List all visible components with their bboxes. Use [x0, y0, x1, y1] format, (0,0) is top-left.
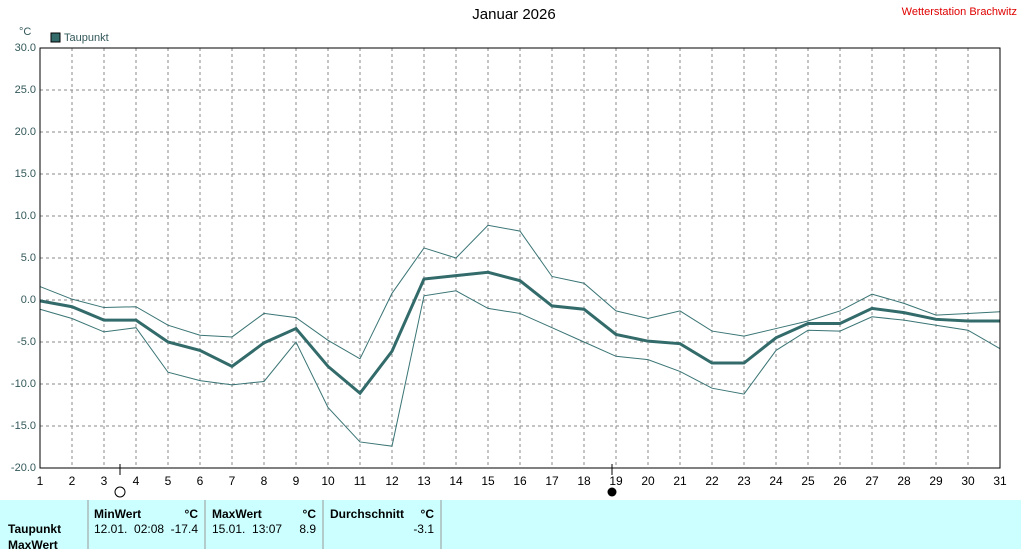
- x-tick-label: 4: [133, 474, 140, 488]
- x-tick-label: 9: [293, 474, 300, 488]
- x-tick-label: 26: [833, 474, 847, 488]
- legend-label: Taupunkt: [64, 32, 109, 44]
- x-tick-label: 12: [385, 474, 399, 488]
- x-tick-label: 10: [321, 474, 335, 488]
- table-header: °C: [185, 507, 199, 521]
- x-tick-label: 3: [101, 474, 108, 488]
- y-tick-label: 25.0: [15, 84, 36, 96]
- y-tick-label: 5.0: [21, 252, 36, 264]
- y-tick-label: 15.0: [15, 168, 36, 180]
- x-tick-label: 1: [37, 474, 44, 488]
- y-tick-label: 10.0: [15, 210, 36, 222]
- x-tick-label: 30: [961, 474, 975, 488]
- row-label: Taupunkt: [8, 522, 61, 536]
- x-tick-label: 27: [865, 474, 879, 488]
- x-tick-label: 21: [673, 474, 687, 488]
- table-header: MinWert: [94, 507, 141, 521]
- y-tick-label: -5.0: [17, 336, 36, 348]
- cell: 12.01. 02:08: [94, 522, 164, 536]
- plot-area: 30.0 25.0 20.0 15.0 10.0 5.0 0.0 -5.0 -10.0 -15.0…: [11, 42, 1007, 488]
- cell: -17.4: [171, 522, 199, 536]
- legend-swatch: [50, 32, 61, 43]
- x-tick-label: 25: [801, 474, 815, 488]
- y-tick-label: 20.0: [15, 126, 36, 138]
- table-background: [0, 500, 1021, 549]
- x-tick-label: 19: [609, 474, 623, 488]
- x-tick-label: 7: [229, 474, 236, 488]
- x-tick-label: 22: [705, 474, 719, 488]
- y-tick-label: -20.0: [11, 462, 36, 474]
- x-tick-label: 13: [417, 474, 431, 488]
- x-tick-label: 17: [545, 474, 559, 488]
- y-tick-label: -15.0: [11, 420, 36, 432]
- x-tick-label: 15: [481, 474, 495, 488]
- y-tick-label: 30.0: [15, 42, 36, 54]
- x-tick-label: 18: [577, 474, 591, 488]
- plot-frame: [39, 47, 1001, 469]
- cell: 8.9: [299, 522, 316, 536]
- x-tick-label: 16: [513, 474, 527, 488]
- x-tick-label: 6: [197, 474, 204, 488]
- x-tick-label: 28: [897, 474, 911, 488]
- table-header: Durchschnitt: [330, 507, 404, 521]
- x-tick-label: 2: [69, 474, 76, 488]
- table-header: MaxWert: [212, 507, 262, 521]
- x-tick-label: 8: [261, 474, 268, 488]
- x-tick-label: 20: [641, 474, 655, 488]
- x-tick-label: 31: [993, 474, 1007, 488]
- x-tick-label: 11: [354, 474, 367, 488]
- table-header: °C: [303, 507, 317, 521]
- chart-title: Januar 2026: [472, 6, 555, 23]
- x-tick-label: 14: [449, 474, 463, 488]
- y-tick-label: -10.0: [11, 378, 36, 390]
- full-moon-icon: [114, 486, 126, 498]
- series-line: [39, 224, 1001, 360]
- station-name: Wetterstation Brachwitz: [902, 6, 1017, 18]
- new-moon-icon: [607, 487, 617, 497]
- row-label: MaxWert: [8, 538, 58, 549]
- x-tick-label: 24: [769, 474, 783, 488]
- x-tick-label: 23: [737, 474, 751, 488]
- series-line: [39, 290, 1001, 447]
- table-header: °C: [421, 507, 435, 521]
- y-tick-label: 0.0: [21, 294, 36, 306]
- cell: -3.1: [413, 522, 434, 536]
- x-tick-label: 29: [929, 474, 943, 488]
- y-unit: °C: [19, 26, 31, 38]
- x-tick-label: 5: [165, 474, 172, 488]
- series-line: [39, 270, 1000, 396]
- cell: 15.01. 13:07: [212, 522, 282, 536]
- stats-table: MinWert °C MaxWert °C Durchschnitt °C Ta…: [0, 500, 1021, 549]
